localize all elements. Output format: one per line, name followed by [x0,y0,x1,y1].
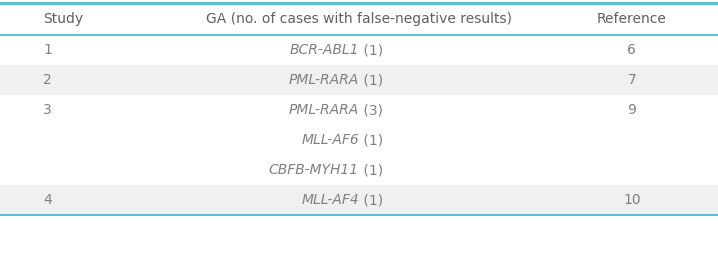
Text: MLL-AF6: MLL-AF6 [302,133,359,147]
Text: Study: Study [43,12,83,26]
Text: 6: 6 [628,43,636,57]
Text: 1: 1 [43,43,52,57]
Text: (1): (1) [359,163,383,177]
Bar [0,65,718,95]
Bar [0,185,718,215]
Text: 2: 2 [43,73,52,87]
Bar [0,35,718,65]
Text: PML-RARA: PML-RARA [289,73,359,87]
Text: 10: 10 [623,193,640,207]
Text: 3: 3 [43,103,52,117]
Bar [0,95,718,185]
Text: MLL-AF4: MLL-AF4 [302,193,359,207]
Text: CBFB-MYH11: CBFB-MYH11 [269,163,359,177]
Text: 9: 9 [628,103,636,117]
Text: (1): (1) [359,193,383,207]
Text: PML-RARA: PML-RARA [289,103,359,117]
Text: GA (no. of cases with false-negative results): GA (no. of cases with false-negative res… [206,12,512,26]
Text: Reference: Reference [597,12,667,26]
Text: (3): (3) [359,103,383,117]
Text: BCR-ABL1: BCR-ABL1 [289,43,359,57]
Text: (1): (1) [359,43,383,57]
Text: (1): (1) [359,133,383,147]
Text: 7: 7 [628,73,636,87]
Text: 4: 4 [43,193,52,207]
Text: (1): (1) [359,73,383,87]
